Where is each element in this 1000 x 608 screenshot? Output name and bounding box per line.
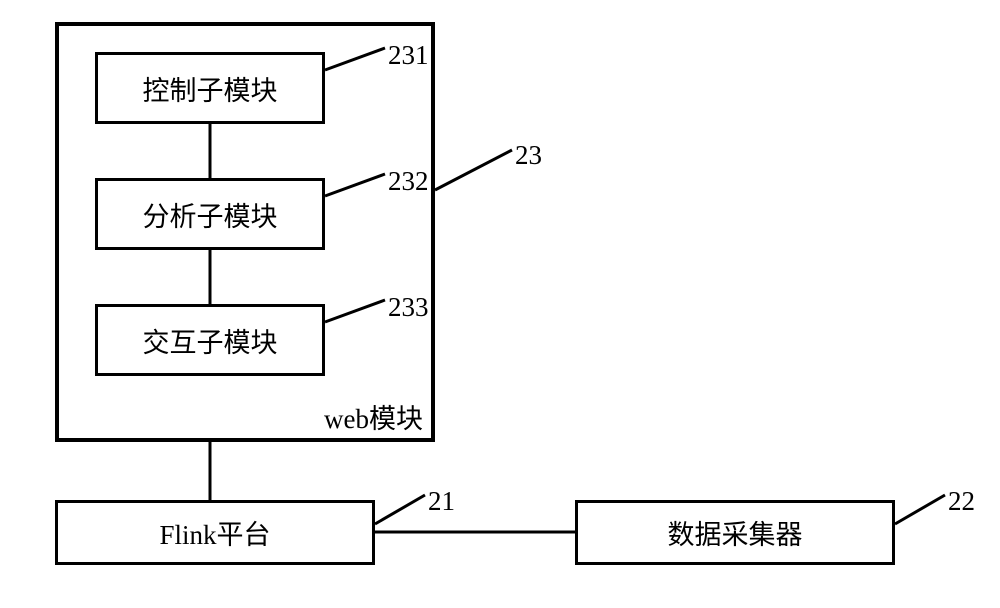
control-submodule-label: 控制子模块 bbox=[143, 69, 278, 108]
ref-label-23: 23 bbox=[515, 140, 542, 171]
analysis-submodule-box: 分析子模块 bbox=[95, 178, 325, 250]
ref-label-231: 231 bbox=[388, 40, 429, 71]
web-module-label: web模块 bbox=[324, 397, 423, 436]
ref-label-233: 233 bbox=[388, 292, 429, 323]
control-submodule-box: 控制子模块 bbox=[95, 52, 325, 124]
flink-platform-label: Flink平台 bbox=[159, 513, 270, 552]
flink-platform-box: Flink平台 bbox=[55, 500, 375, 565]
diagram-canvas: web模块 控制子模块 分析子模块 交互子模块 Flink平台 数据采集器 23… bbox=[0, 0, 1000, 608]
interact-submodule-box: 交互子模块 bbox=[95, 304, 325, 376]
data-collector-label: 数据采集器 bbox=[668, 513, 803, 552]
ref-label-22: 22 bbox=[948, 486, 975, 517]
interact-submodule-label: 交互子模块 bbox=[143, 321, 278, 360]
data-collector-box: 数据采集器 bbox=[575, 500, 895, 565]
ref-label-21: 21 bbox=[428, 486, 455, 517]
ref-label-232: 232 bbox=[388, 166, 429, 197]
analysis-submodule-label: 分析子模块 bbox=[143, 195, 278, 234]
